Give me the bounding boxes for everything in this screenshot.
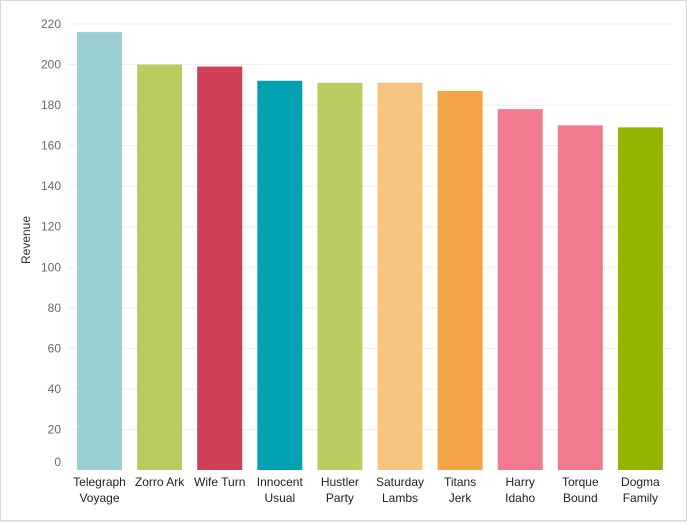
y-tick-label: 180 [41,98,61,112]
bar[interactable] [377,82,423,471]
bars [77,32,663,471]
x-category-label: Hustler Party [321,475,359,505]
x-category-label: Torque Bound [562,475,599,505]
x-category-label: Innocent Usual [257,475,304,505]
bar[interactable] [557,125,603,470]
bar[interactable] [317,82,363,471]
y-tick-label: 20 [48,422,62,436]
y-tick-label: 60 [48,341,62,355]
bar[interactable] [197,66,243,470]
bar[interactable] [257,80,303,470]
x-category-label: Wife Turn [194,475,245,489]
y-axis-ticks: 0 20 40 60 80 100 120 140 160 180 200 220 [41,17,61,469]
x-category-label: Harry Idaho [505,475,535,505]
x-axis-labels: Telegraph Voyage Zorro Ark Wife Turn Innocen… [73,475,660,505]
y-tick-label: 100 [41,260,61,274]
bar[interactable] [617,127,663,471]
x-category-label: Zorro Ark [135,475,185,489]
x-category-label: Dogma Family [621,475,660,505]
y-tick-label: 140 [41,179,61,193]
y-axis-title: Revenue [19,216,33,264]
bar[interactable] [497,109,543,471]
y-tick-label: 0 [54,455,61,469]
y-tick-label: 40 [48,382,62,396]
y-tick-label: 160 [41,139,61,153]
y-tick-label: 120 [41,220,61,234]
x-category-label: Telegraph Voyage [73,475,126,505]
x-category-label: Saturday Lambs [376,475,424,505]
y-tick-label: 80 [48,301,62,315]
bar[interactable] [137,64,183,470]
y-tick-label: 200 [41,58,61,72]
bar[interactable] [437,90,483,471]
y-tick-label: 220 [41,17,61,31]
bar[interactable] [77,32,122,470]
x-category-label: Titans Jerk [444,475,476,505]
